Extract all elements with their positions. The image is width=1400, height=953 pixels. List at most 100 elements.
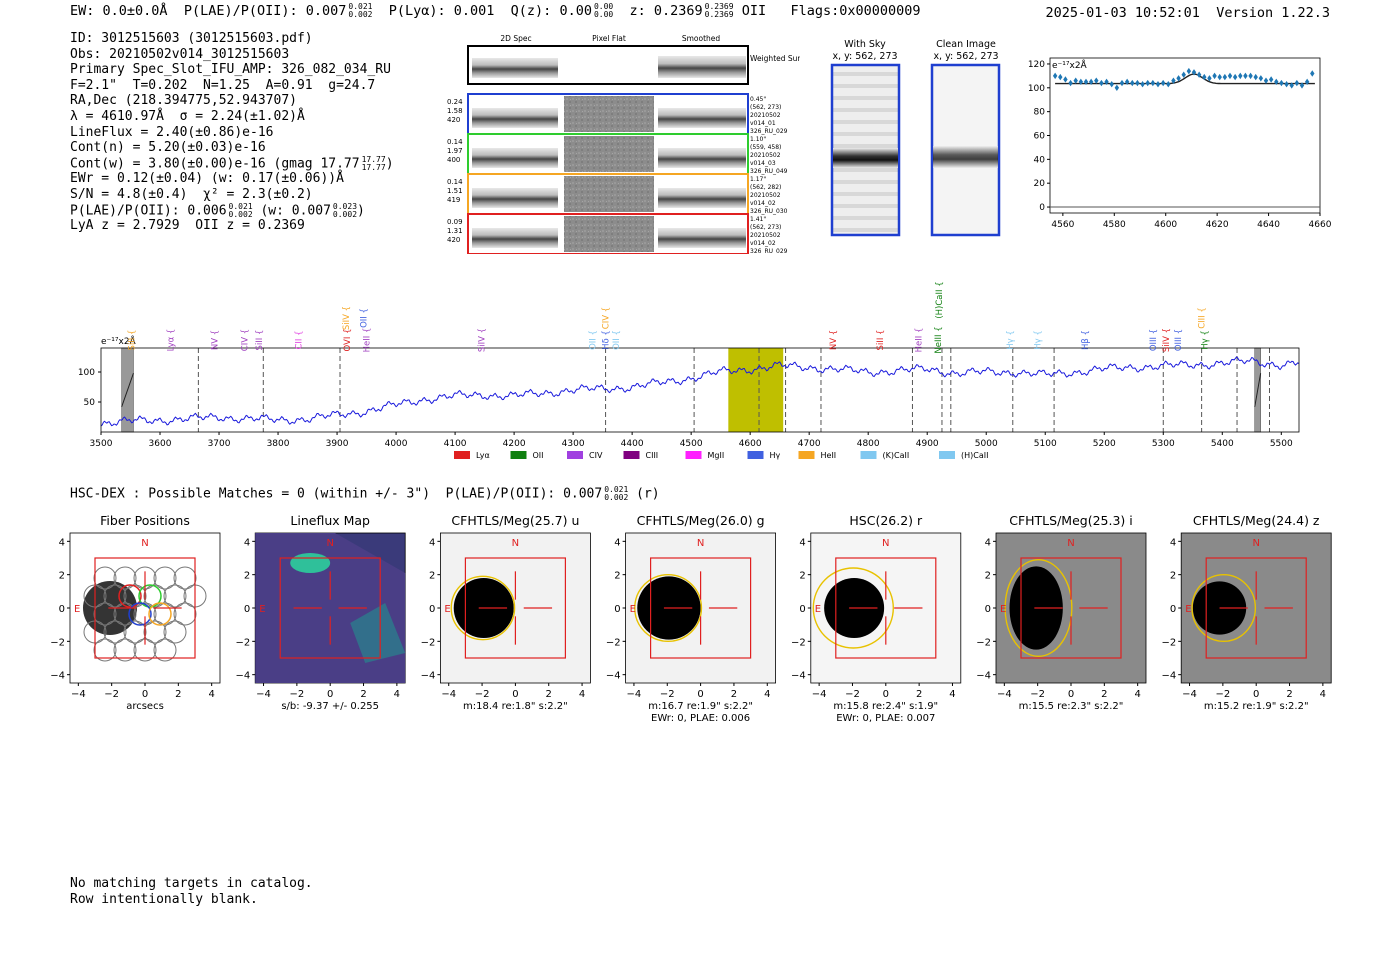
east-label: E [630, 604, 636, 615]
info-primary: Primary Spec_Slot_IFU_AMP: 326_082_034_R… [70, 62, 391, 78]
cutout-xtick-label: −4 [812, 689, 827, 700]
spectral-line-label: OII { [612, 330, 622, 350]
cutout-xtick-label: 2 [175, 689, 181, 700]
zoom-model-line [1055, 73, 1315, 85]
col-header-smoothed: Smoothed [682, 34, 721, 43]
zoom-data-point [1094, 77, 1099, 84]
fiber-left-label: 1.51 [447, 187, 463, 195]
cutout-ytick-label: −2 [791, 637, 806, 648]
plae-w-lo: 0.002 [332, 209, 358, 219]
spectral-line-label: CIV { [602, 307, 612, 329]
zoom-xtick-label: 4600 [1154, 220, 1177, 230]
extraction-box [94, 557, 196, 659]
cutout-xtick-label: −4 [71, 689, 86, 700]
cutout-title: Lineflux Map [290, 513, 370, 528]
cutout-xtick-label: −4 [997, 689, 1012, 700]
legend-swatch [623, 451, 640, 459]
zoom-data-point [1268, 76, 1274, 83]
full-xtick-label: 4800 [857, 439, 880, 449]
zoom-data-point [1294, 79, 1300, 87]
legend-label: CIII [646, 451, 659, 460]
spectral-line-label: NV { [210, 330, 220, 350]
fiber-left-label: 420 [447, 236, 460, 244]
zoom-ytick-label: 60 [1034, 132, 1046, 142]
zoom-data-point [1186, 67, 1192, 75]
full-xtick-label: 3500 [90, 439, 113, 449]
legend-swatch [860, 451, 877, 459]
fiber-right-label: 0.45" [750, 96, 766, 103]
full-xtick-label: 4300 [562, 439, 585, 449]
spectral-line-label: OIII { [1149, 329, 1159, 351]
info-contw: Cont(w) = 3.80(±0.00)e-16 (gmag 17.77 17.… [70, 154, 394, 172]
fiber-right-label: v014_01 [750, 120, 776, 127]
cutout-ytick-label: 2 [1170, 571, 1176, 582]
with-sky-title: With Sky [844, 39, 886, 50]
zoom-data-point [1222, 73, 1228, 81]
fiber-right-label: 20210502 [750, 232, 781, 239]
cutout-title: CFHTLS/Meg(26.0) g [637, 513, 765, 528]
spectral-line-label: OIII { [1174, 329, 1184, 351]
cutout-ytick-label: 4 [614, 537, 620, 548]
zoom-data-point [1248, 72, 1253, 80]
fiber-right-label: v014_02 [750, 200, 776, 207]
zoom-data-point [1310, 70, 1315, 77]
cutout-xtick-label: −2 [1215, 689, 1230, 700]
zoom-data-point [1284, 81, 1289, 88]
info-radec: RA,Dec (218.394775,52.943707) [70, 93, 297, 109]
fiber-left-label: 420 [447, 116, 460, 124]
z-value: z: 0.2369 [629, 3, 703, 19]
cutout-caption: m:15.5 re:2.3" s:2.2" [1019, 701, 1124, 712]
cutout-title: Fiber Positions [100, 513, 190, 528]
cutout-ytick-label: 2 [244, 571, 250, 582]
cutout-ytick-label: 0 [244, 604, 250, 615]
version: Version 1.22.3 [1216, 5, 1330, 21]
spectral-line-label: SiIV { [1162, 328, 1172, 352]
cutout-ytick-label: 2 [985, 571, 991, 582]
aperture-ellipse [1004, 558, 1073, 658]
fiber-left-label: 0.14 [447, 138, 463, 146]
spectral-line-label: HeII { [363, 328, 373, 353]
z-hi: 0.2369 [704, 2, 734, 11]
spectral-line-label: OVI { [343, 329, 353, 352]
col-header-pixelflat: Pixel Flat [592, 34, 626, 43]
info-contn: Cont(n) = 5.20(±0.03)e-16 [70, 140, 266, 156]
qz-value: Q(z): 0.00 [510, 3, 592, 19]
fiber-left-label: 0.24 [447, 98, 463, 106]
spectral-line-label: (H)CaII { [935, 281, 945, 318]
full-xtick-label: 4100 [444, 439, 467, 449]
cutout-ytick-label: 0 [429, 604, 435, 615]
hsc-lo: 0.002 [604, 493, 629, 502]
spectral-line-label: NV { [829, 330, 839, 350]
full-xtick-label: 5000 [975, 439, 998, 449]
cutout-xtick-label: 0 [142, 689, 148, 700]
spectral-line-label: OII { [360, 308, 370, 328]
zoom-data-point [1176, 75, 1181, 82]
fiber-right-label: 326_RU_030 [750, 208, 788, 215]
full-xtick-label: 3800 [267, 439, 290, 449]
zoom-data-point [1114, 84, 1120, 92]
fiber-left-label: 0.09 [447, 218, 463, 226]
plae-hi: 0.021 [348, 2, 373, 11]
spectral-line-label: HeII { [914, 328, 924, 353]
cutout-caption: m:15.8 re:2.4" s:1.9" [833, 701, 938, 712]
hsc-hi: 0.021 [604, 485, 629, 494]
cutout-caption-2: EWr: 0, PLAE: 0.007 [836, 713, 935, 723]
zoom-data-point [1150, 79, 1156, 87]
cutout-xtick-label: −4 [441, 689, 456, 700]
cutout-ytick-label: −2 [50, 637, 65, 648]
detection-info: ID: 3012515603 (3012515603.pdf) Obs: 202… [70, 31, 394, 234]
fiber-left-label: 0.14 [447, 178, 463, 186]
zoom-xtick-label: 4580 [1103, 220, 1126, 230]
legend-label: HeII [821, 451, 837, 460]
cutout-ytick-label: 4 [429, 537, 435, 548]
extraction-box [1020, 557, 1122, 659]
fiber-right-label: 326_RU_029 [750, 248, 788, 254]
cutout-xtick-label: −2 [289, 689, 304, 700]
spectral-line-label: Hγ { [1201, 330, 1211, 350]
with-sky-sub: x, y: 562, 273 [832, 51, 897, 62]
spectral-line-label: Hγ { [1034, 330, 1044, 350]
full-xtick-label: 4600 [739, 439, 762, 449]
cutout-panel: Fiber Positions N E −4 −4 −2 −2 0 0 2 2 4 4 arcsecs [50, 513, 221, 712]
catalog-footer: No matching targets in catalog. Row inte… [70, 876, 313, 907]
fiber-right-label: v014_03 [750, 160, 776, 167]
